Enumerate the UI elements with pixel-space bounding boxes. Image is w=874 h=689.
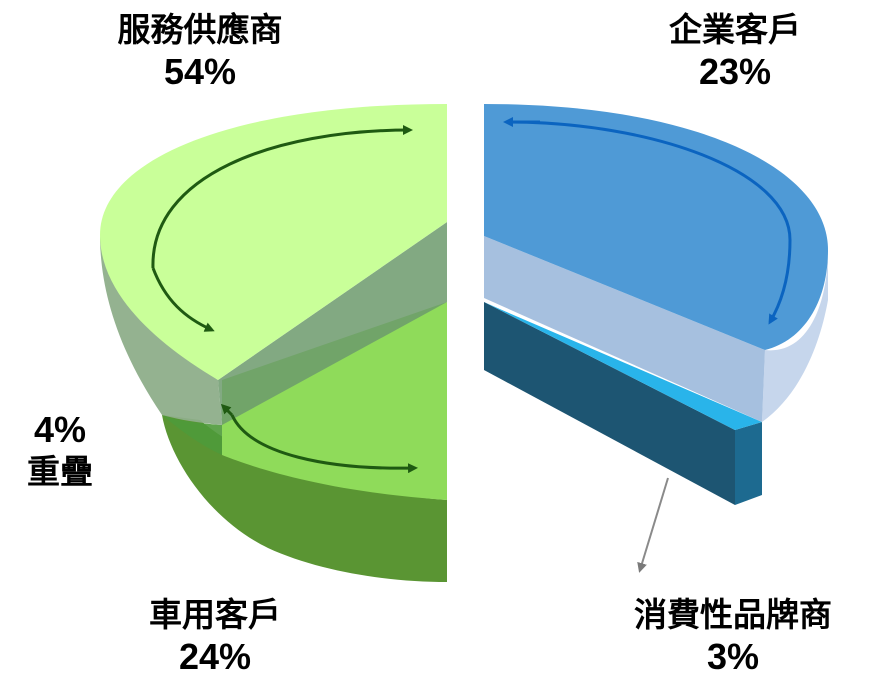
consumer-percent: 3% <box>706 636 760 677</box>
enterprise-slice-cut <box>484 236 765 422</box>
provider-arrow <box>151 125 413 269</box>
consumer-leader-arrow <box>637 477 669 573</box>
vehicle-percent: 24% <box>178 636 252 677</box>
provider-percent: 54% <box>163 51 237 92</box>
provider-label: 服務供應商 54% <box>70 10 330 94</box>
provider-slice-wall <box>100 235 222 425</box>
enterprise-percent: 23% <box>698 51 772 92</box>
vehicle-arrow <box>230 414 418 474</box>
overlap-label: 4% 重疊 <box>0 408 120 492</box>
consumer-slice-side <box>735 422 762 505</box>
vehicle-label: 車用客戶 24% <box>85 595 345 679</box>
provider-name: 服務供應商 <box>117 10 283 49</box>
consumer-slice-front <box>484 302 735 505</box>
consumer-slice-top <box>484 302 762 430</box>
enterprise-name: 企業客戶 <box>669 10 801 49</box>
provider-arrow-back <box>151 267 215 332</box>
provider-slice-cut <box>218 222 447 425</box>
enterprise-arrow <box>507 120 792 325</box>
overlap-band <box>162 415 222 455</box>
provider-slice-top <box>100 104 447 380</box>
vehicle-name: 車用客戶 <box>149 595 281 634</box>
overlap-name: 重疊 <box>27 452 93 491</box>
enterprise-slice-top <box>484 104 828 350</box>
enterprise-slice-wall <box>762 250 828 422</box>
consumer-name: 消費性品牌商 <box>634 595 832 634</box>
overlap-percent: 4% <box>33 409 87 450</box>
enterprise-label: 企業客戶 23% <box>620 10 850 94</box>
vehicle-arrow-back <box>220 403 234 417</box>
consumer-label: 消費性品牌商 3% <box>598 595 868 679</box>
